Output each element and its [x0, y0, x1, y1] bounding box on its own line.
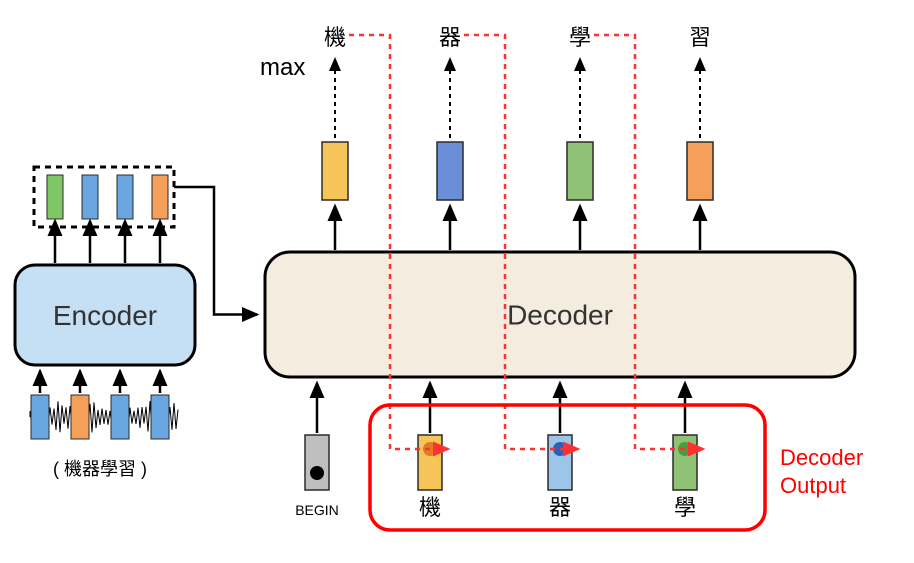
output-bar [687, 142, 713, 200]
input-char: 學 [674, 495, 696, 520]
begin-label: BEGIN [295, 502, 339, 518]
decoder-label: Decoder [507, 300, 613, 331]
output-bar [322, 142, 348, 200]
output-char: 習 [689, 25, 711, 50]
input-dot [310, 466, 324, 480]
input-char: 器 [549, 495, 571, 520]
output-bar [437, 142, 463, 200]
output-char: 學 [569, 25, 591, 50]
max-label: max [260, 54, 305, 81]
encoder-output-bar [82, 175, 98, 219]
encoder-label: Encoder [53, 300, 157, 331]
feedback-arrow [594, 35, 703, 449]
decoder-output-label: Decoder [780, 445, 863, 470]
encoder-input-bar [111, 395, 129, 439]
encoder-input-bar [71, 395, 89, 439]
encoder-output-bar [117, 175, 133, 219]
encoder-output-bar [47, 175, 63, 219]
encoder-output-bar [152, 175, 168, 219]
output-char: 機 [324, 25, 346, 50]
encoder-input-bar [31, 395, 49, 439]
feedback-arrow [349, 35, 448, 449]
encoder-input-label: ( 機器學習 ) [53, 459, 147, 479]
encoder-input-bar [151, 395, 169, 439]
decoder-input-bar [305, 435, 329, 490]
output-char: 器 [439, 25, 461, 50]
decoder-output-label: Output [780, 473, 846, 498]
input-char: 機 [419, 495, 441, 520]
output-bar [567, 142, 593, 200]
